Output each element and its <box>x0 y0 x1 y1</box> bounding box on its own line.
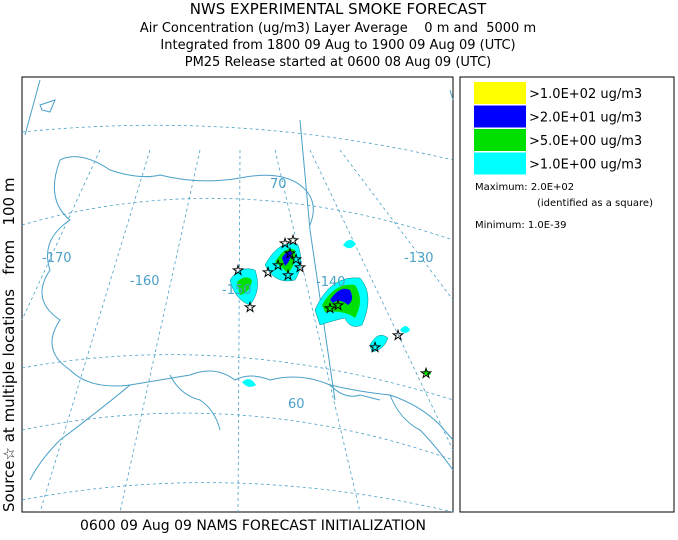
svg-text:☆: ☆ <box>287 233 300 249</box>
subtitle: Integrated from 1800 09 Aug to 1900 09 A… <box>160 38 515 53</box>
title: NWS EXPERIMENTAL SMOKE FORECAST <box>190 0 487 18</box>
lon-label: -130 <box>404 251 434 266</box>
svg-text:☆: ☆ <box>272 258 285 274</box>
graticule-labels: -170 -160 -150 -140 -130 70 60 <box>42 177 434 412</box>
graticule <box>21 124 454 513</box>
legend-label: >2.0E+01 ug/m3 <box>529 111 642 126</box>
map: ☆☆☆☆ ☆☆☆☆ ☆☆☆☆ ☆☆☆ -170 -160 -150 -140 -… <box>21 76 454 513</box>
lon-label: -170 <box>42 251 72 266</box>
svg-text:☆: ☆ <box>282 268 295 284</box>
svg-text:☆: ☆ <box>290 252 303 268</box>
svg-text:☆: ☆ <box>392 328 405 344</box>
svg-text:☆: ☆ <box>279 236 292 252</box>
svg-text:☆: ☆ <box>332 298 345 314</box>
legend-maximum-note: (identified as a square) <box>537 198 653 209</box>
legend: >1.0E+02 ug/m3 >2.0E+01 ug/m3 >5.0E+00 ug/… <box>459 76 675 513</box>
lat-label: 60 <box>288 397 305 412</box>
svg-text:☆: ☆ <box>262 265 275 281</box>
legend-swatch <box>474 105 526 128</box>
legend-label: >1.0E+00 ug/m3 <box>529 158 642 173</box>
svg-text:☆: ☆ <box>284 246 297 262</box>
svg-text:☆: ☆ <box>232 263 245 279</box>
legend-minimum: Minimum: 1.0E-39 <box>475 220 566 231</box>
lon-label: -160 <box>130 274 160 289</box>
legend-label: >5.0E+00 ug/m3 <box>529 134 642 149</box>
legend-swatch <box>474 129 526 151</box>
lat-label: 70 <box>270 177 287 192</box>
svg-text:☆: ☆ <box>324 301 337 317</box>
legend-swatch <box>474 152 526 175</box>
legend-items: >1.0E+02 ug/m3 >2.0E+01 ug/m3 >5.0E+00 ug/… <box>474 82 642 175</box>
svg-text:☆: ☆ <box>420 366 433 382</box>
svg-text:☆: ☆ <box>244 300 257 316</box>
source-stars: ☆☆☆☆ ☆☆☆☆ ☆☆☆☆ ☆☆☆ <box>231 233 433 383</box>
legend-label: >1.0E+02 ug/m3 <box>529 87 642 102</box>
lon-label: -150 <box>222 283 252 298</box>
lon-label: -140 <box>316 275 346 290</box>
coastline <box>24 79 454 481</box>
side-label: Source☆ at multiple locations from 100 m <box>0 178 18 512</box>
legend-maximum: Maximum: 2.0E+02 <box>475 182 574 193</box>
subtitle: Air Concentration (ug/m3) Layer Average … <box>140 21 536 36</box>
svg-text:☆: ☆ <box>294 260 307 276</box>
footer: 0600 09 Aug 09 NAMS FORECAST INITIALIZAT… <box>80 518 426 534</box>
smoke-plumes <box>229 239 431 387</box>
svg-text:☆: ☆ <box>369 340 382 356</box>
subtitle: PM25 Release started at 0600 08 Aug 09 (… <box>185 55 492 70</box>
legend-swatch <box>474 82 526 104</box>
